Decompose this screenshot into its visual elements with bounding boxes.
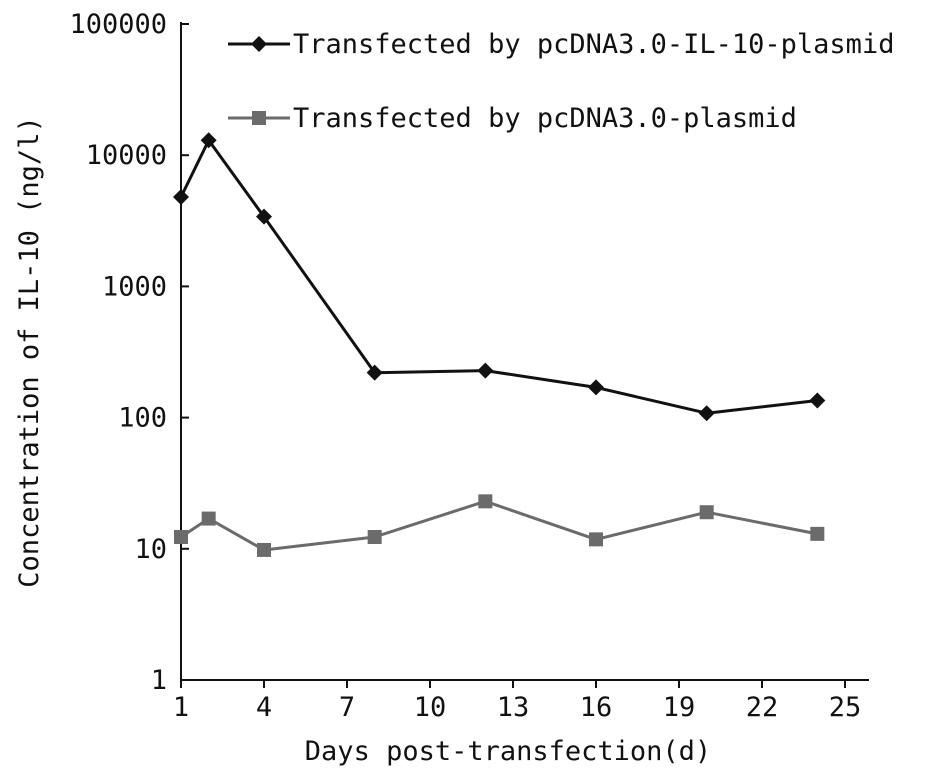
- x-ticks: 1 4 7 10 13 16 19 22 25: [173, 680, 861, 723]
- x-tick-label: 4: [256, 692, 272, 723]
- legend-square-marker: [252, 111, 266, 125]
- y-tick-label: 1: [151, 665, 167, 696]
- data-point: [810, 526, 825, 541]
- x-tick-label: 7: [339, 692, 355, 723]
- data-point: [174, 530, 188, 545]
- y-tick-label: 100000: [69, 9, 167, 40]
- x-tick-label: 16: [580, 692, 613, 723]
- data-point: [366, 364, 383, 381]
- y-tick-label: 10: [134, 534, 167, 565]
- legend-item: Transfected by pcDNA3.0-plasmid: [228, 103, 797, 134]
- x-tick-label: 1: [173, 692, 189, 723]
- y-tick-label: 1000: [102, 271, 167, 302]
- data-point: [698, 405, 715, 422]
- data-point: [200, 132, 217, 149]
- data-point: [173, 189, 189, 206]
- legend-item: Transfected by pcDNA3.0-IL-10-plasmid: [228, 29, 894, 60]
- data-point: [478, 494, 493, 509]
- legend-label: Transfected by pcDNA3.0-IL-10-plasmid: [293, 29, 894, 60]
- series-1: [173, 132, 826, 422]
- y-ticks: 1 10 100 1000 10000 100000: [69, 9, 189, 696]
- x-tick-label: 13: [497, 692, 530, 723]
- data-point: [367, 530, 382, 545]
- legend: Transfected by pcDNA3.0-IL-10-plasmid Tra…: [228, 29, 894, 134]
- legend-label: Transfected by pcDNA3.0-plasmid: [293, 103, 797, 134]
- data-point: [477, 362, 494, 379]
- data-point: [809, 392, 826, 409]
- y-tick-label: 100: [118, 403, 167, 434]
- series-layer: [173, 132, 826, 557]
- series-line: [179, 138, 818, 415]
- data-point: [257, 542, 271, 557]
- axes: [180, 22, 869, 681]
- x-tick-label: 22: [746, 692, 779, 723]
- x-axis-title: Days post-transfection(d): [305, 736, 711, 767]
- x-tick-label: 10: [414, 692, 447, 723]
- y-axis-title: Concentration of IL-10 (ng/l): [14, 116, 45, 587]
- x-tick-label: 19: [663, 692, 696, 723]
- x-tick-label: 25: [829, 692, 862, 723]
- legend-diamond-marker: [251, 36, 267, 52]
- y-tick-label: 10000: [86, 140, 167, 171]
- data-point: [699, 505, 714, 520]
- data-point: [201, 511, 216, 526]
- series-2: [174, 494, 825, 557]
- data-point: [589, 532, 603, 547]
- data-point: [588, 379, 604, 396]
- series-line: [180, 499, 818, 552]
- data-point: [256, 208, 272, 225]
